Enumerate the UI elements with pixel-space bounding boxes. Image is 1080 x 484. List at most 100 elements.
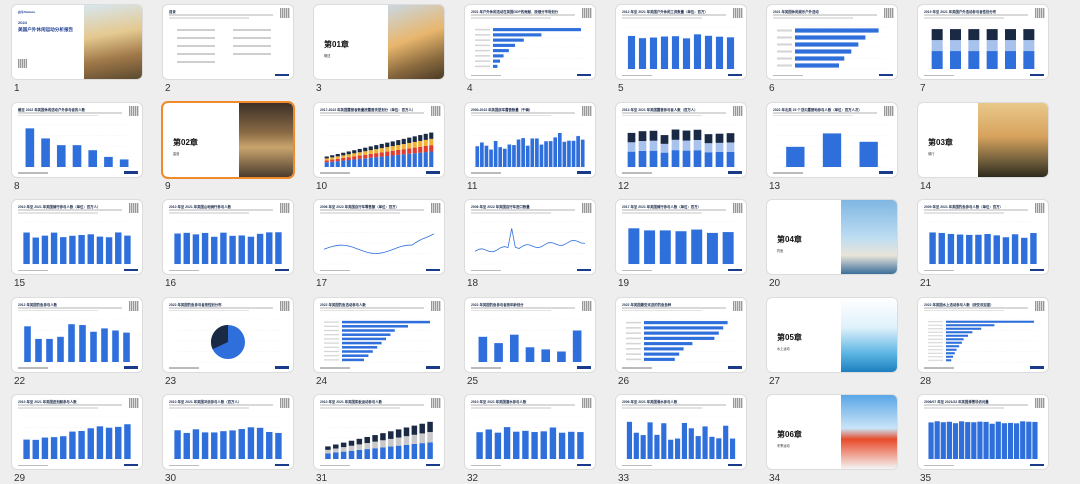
slide-thumbnail[interactable]: 2012 年至 2021 年美国户外休闲工资数量（单位：百万）	[616, 5, 746, 79]
slide-thumbnail[interactable]: 2010 年至 2021 年美国潜水参与人数	[465, 395, 595, 469]
slide-thumbnail[interactable]: 2022 年美国水上活动参与人数（按受欢迎度）	[918, 297, 1048, 372]
chart-bar	[644, 357, 675, 361]
slide-25[interactable]: 2022 年美国钓鱼参与者按年龄划分 25	[465, 297, 595, 394]
slide-1[interactable]: 启牛Statista 2024 美国户外休闲运动分析报告 1	[12, 5, 142, 101]
slide-thumbnail[interactable]: 第04章 钓鱼	[767, 200, 897, 274]
slide-10[interactable]: 2017-2022 年美国露营者数量按露营类型划分（单位：百万人） 10	[314, 102, 444, 199]
slide-31[interactable]: 2010 年至 2021 年美国桨板运动参与人数 31	[314, 395, 444, 484]
chart-bar	[78, 235, 85, 264]
category-label	[324, 333, 339, 335]
chart-bar	[480, 141, 484, 167]
slide-thumbnail[interactable]: 第06章 冬季运动	[767, 395, 897, 469]
chart-bar-segment	[348, 445, 355, 451]
slide-6[interactable]: 2021 年美国休闲娱乐户外活动 6	[767, 5, 897, 101]
source-note	[169, 464, 199, 466]
chart-bar	[626, 421, 633, 459]
slide-30[interactable]: 2010 年至 2021 年美国冲浪参与人数（百万人） 30	[163, 395, 293, 484]
slide-thumbnail[interactable]: 截至 2022 年美国休闲活动户外参与者的人数	[12, 102, 142, 177]
slide-thumbnail[interactable]: 2021 年户外休闲活动在美国GDP的贡献、按细分市场划分	[465, 5, 595, 79]
slide-subtitle-line	[320, 407, 400, 409]
slide-thumbnail[interactable]: 2022 年美国最受欢迎的钓鱼鱼种	[616, 297, 746, 372]
slide-thumbnail[interactable]: 2006 年至 2021 年美国滑水参与人数	[616, 395, 746, 469]
slide-32[interactable]: 2010 年至 2021 年美国潜水参与人数 32	[465, 395, 595, 484]
slide-19[interactable]: 2017 年至 2021 年美国骑行参与人数（单位：百万） 19	[616, 200, 746, 296]
slide-12[interactable]: 2013 年至 2021 年美国露营参与者人数（百万人） 12	[616, 102, 746, 199]
slide-thumbnail[interactable]: 启牛Statista 2024 美国户外休闲运动分析报告	[12, 5, 142, 79]
chapter-subtitle: 钓鱼	[777, 249, 784, 253]
slide-16[interactable]: 2010 年至 2021 年美国山地骑行参与人数 16	[163, 200, 293, 296]
slide-24[interactable]: 2022 年美国钓鱼活动参与人数 24	[314, 297, 444, 394]
slide-title: 2012 年至 2021 年美国户外休闲工资数量（单位：百万）	[622, 10, 708, 14]
slide-7[interactable]: 2019 年至 2021 年美国户外活动参与者性别分布 7	[918, 5, 1048, 101]
slide-3[interactable]: 第01章 概述 3	[314, 5, 444, 101]
slide-thumbnail[interactable]: 第03章 骑行	[918, 102, 1048, 177]
qr-code-icon	[1035, 8, 1045, 18]
slide-15[interactable]: 2010 年至 2021 年美国骑行参与人数（单位：百万人） 15	[12, 200, 142, 296]
slide-4[interactable]: 2021 年户外休闲活动在美国GDP的贡献、按细分市场划分 4	[465, 5, 595, 101]
slide-thumbnail[interactable]: 2000-2022 年美国房车露营数量（千辆）	[465, 102, 595, 177]
slide-thumbnail[interactable]: 2022 年美国钓鱼活动参与人数	[314, 297, 444, 372]
slide-thumbnail[interactable]: 2009 年至 2021 年美国钓鱼参与人数（单位：百万）	[918, 200, 1048, 274]
slide-2[interactable]: 目录 2	[163, 5, 293, 101]
chart-bar	[183, 232, 190, 264]
qr-code-icon	[431, 398, 441, 408]
slide-thumbnail[interactable]: 2013 年至 2021 年美国露营参与者人数（百万人）	[616, 102, 746, 177]
slide-34[interactable]: 第06章 冬季运动 34	[767, 395, 897, 484]
slide-thumbnail[interactable]: 2006 年至 2022 年美国自行车零售额（单位：百万）	[314, 200, 444, 274]
slide-thumbnail[interactable]: 2006/07 年至 2021/22 年美国滑雪场访问量	[918, 395, 1048, 469]
slide-11[interactable]: 2000-2022 年美国房车露营数量（千辆） 11	[465, 102, 595, 199]
chart-bar	[530, 137, 535, 167]
chapter-title: 第01章	[324, 40, 349, 49]
slide-subtitle-line	[622, 407, 702, 409]
brand-logo	[426, 463, 440, 466]
slide-thumbnail[interactable]: 第02章 露营	[163, 102, 293, 177]
slide-thumbnail[interactable]: 2010 年至 2021 年美国骑行参与人数（单位：百万人）	[12, 200, 142, 274]
slide-9[interactable]: 第02章 露营 9	[163, 102, 293, 199]
slide-thumbnail[interactable]: 2022 年美国钓鱼参与者按性别分布	[163, 297, 293, 372]
slide-thumbnail[interactable]: 2021 年美国休闲娱乐户外活动	[767, 5, 897, 79]
slide-number: 33	[618, 473, 630, 484]
slide-thumbnail[interactable]: 2017 年至 2021 年美国骑行参与人数（单位：百万）	[616, 200, 746, 274]
slide-13[interactable]: 2022 年北美 25 个顶尖露营地参与人数（单位：百万人次） 13	[767, 102, 897, 199]
chart-bar-segment	[429, 144, 434, 152]
slide-22[interactable]: 2012 年美国钓鱼参与人数 22	[12, 297, 142, 394]
slide-21[interactable]: 2009 年至 2021 年美国钓鱼参与人数（单位：百万） 21	[918, 200, 1048, 296]
slide-17[interactable]: 2006 年至 2022 年美国自行车零售额（单位：百万） 17	[314, 200, 444, 296]
slide-subtitle-line	[924, 209, 1028, 211]
slide-thumbnail[interactable]: 2010 年至 2021 年美国冲浪参与人数（百万人）	[163, 395, 293, 469]
slide-33[interactable]: 2006 年至 2021 年美国滑水参与人数 33	[616, 395, 746, 484]
slide-subtitle-line	[471, 309, 551, 311]
chart-bar-segment	[931, 40, 943, 52]
chart-bar	[644, 331, 719, 335]
slide-thumbnail[interactable]: 2010 年至 2021 年美国皮划艇参与人数	[12, 395, 142, 469]
slide-8[interactable]: 截至 2022 年美国休闲活动户外参与者的人数 8	[12, 102, 142, 199]
slide-27[interactable]: 第05章 水上运动 27	[767, 297, 897, 394]
slide-thumbnail[interactable]: 2019 年至 2021 年美国户外活动参与者性别分布	[918, 5, 1048, 79]
slide-5[interactable]: 2012 年至 2021 年美国户外休闲工资数量（单位：百万） 5	[616, 5, 746, 101]
slide-29[interactable]: 2010 年至 2021 年美国皮划艇参与人数 29	[12, 395, 142, 484]
slide-thumbnail[interactable]: 2022 年美国钓鱼参与者按年龄划分	[465, 297, 595, 372]
slide-subtitle-line	[924, 306, 1028, 309]
slide-35[interactable]: 2006/07 年至 2021/22 年美国滑雪场访问量 35	[918, 395, 1048, 484]
slide-18[interactable]: 2006 年至 2022 年美国自行车进口数量 18	[465, 200, 595, 296]
slide-thumbnail[interactable]: 2010 年至 2021 年美国山地骑行参与人数	[163, 200, 293, 274]
slide-subtitle-line	[320, 114, 400, 116]
slide-thumbnail[interactable]: 目录	[163, 5, 293, 79]
slide-thumbnail[interactable]: 2017-2022 年美国露营者数量按露营类型划分（单位：百万人）	[314, 102, 444, 177]
slide-28[interactable]: 2022 年美国水上活动参与人数（按受欢迎度） 28	[918, 297, 1048, 394]
chart-bar-segment	[346, 153, 351, 157]
slide-23[interactable]: 2022 年美国钓鱼参与者按性别分布 23	[163, 297, 293, 394]
chart-bar-segment	[340, 447, 347, 452]
slide-thumbnail[interactable]: 2012 年美国钓鱼参与人数	[12, 297, 142, 372]
slide-thumbnail[interactable]: 第05章 水上运动	[767, 297, 897, 372]
slide-title: 2022 年美国水上活动参与人数（按受欢迎度）	[924, 302, 994, 307]
slide-26[interactable]: 2022 年美国最受欢迎的钓鱼鱼种 26	[616, 297, 746, 394]
slide-thumbnail[interactable]: 2010 年至 2021 年美国桨板运动参与人数	[314, 395, 444, 469]
slide-thumbnail[interactable]: 2022 年北美 25 个顶尖露营地参与人数（单位：百万人次）	[767, 102, 897, 177]
category-label	[475, 60, 490, 62]
pie-slice	[211, 324, 228, 349]
slide-20[interactable]: 第04章 钓鱼 20	[767, 200, 897, 296]
slide-14[interactable]: 第03章 骑行 14	[918, 102, 1048, 199]
slide-thumbnail[interactable]: 2006 年至 2022 年美国自行车进口数量	[465, 200, 595, 274]
slide-thumbnail[interactable]: 第01章 概述	[314, 5, 444, 79]
